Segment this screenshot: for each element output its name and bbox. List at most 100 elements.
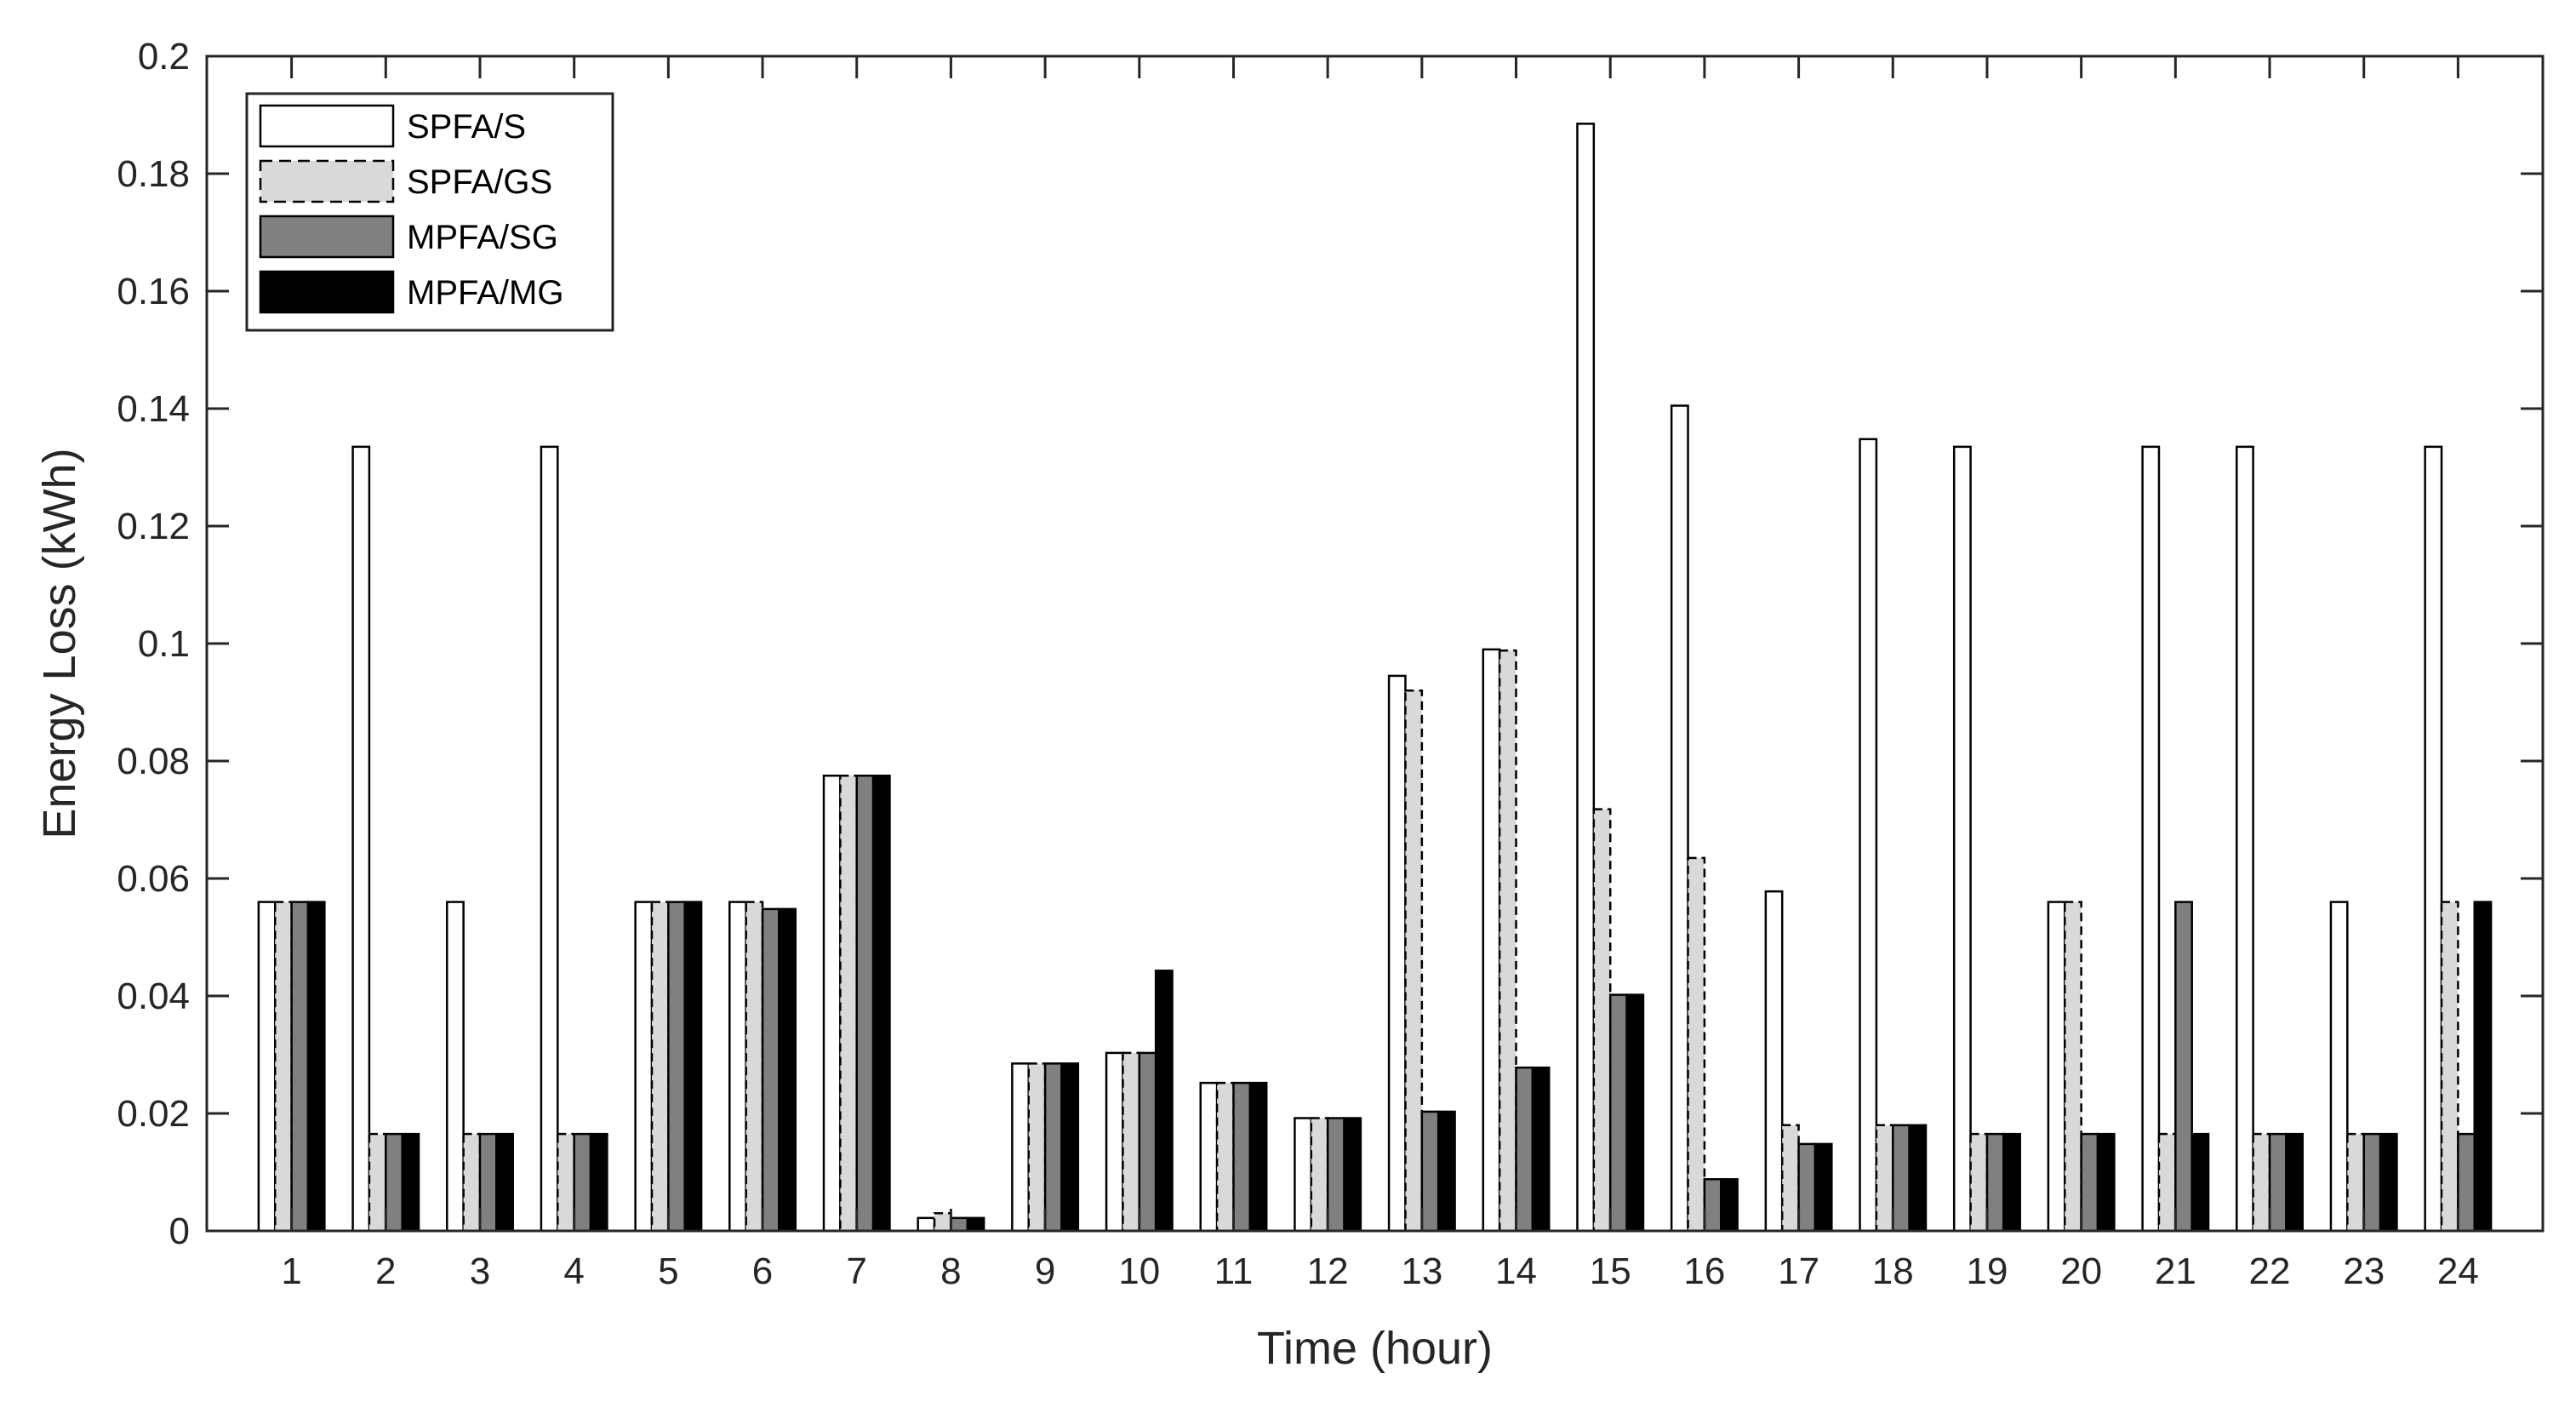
bar-spfa-gs-hour-5 (650, 901, 670, 1233)
bar-mpfa-sg-hour-10 (1138, 1051, 1157, 1233)
legend-swatch-spfa-s (259, 104, 395, 148)
x-tick-label: 4 (563, 1250, 584, 1292)
plot-area-frame (205, 54, 2545, 1233)
bar-spfa-gs-hour-21 (2157, 1132, 2177, 1233)
bar-mpfa-sg-hour-8 (950, 1216, 969, 1233)
bar-spfa-gs-hour-6 (745, 901, 764, 1233)
y-axis-label: Energy Loss (kWh) (34, 448, 85, 838)
bar-spfa-gs-hour-4 (557, 1132, 575, 1233)
bar-spfa-s-hour-12 (1294, 1117, 1313, 1233)
bar-mpfa-sg-hour-13 (1420, 1110, 1440, 1233)
legend-swatch-mpfa-sg (259, 215, 395, 259)
bar-mpfa-mg-hour-9 (1060, 1062, 1080, 1233)
bar-mpfa-mg-hour-22 (2285, 1132, 2304, 1233)
bar-spfa-s-hour-6 (728, 901, 747, 1233)
bar-spfa-s-hour-22 (2236, 445, 2254, 1233)
bar-mpfa-mg-hour-2 (401, 1132, 420, 1233)
bar-spfa-s-hour-9 (1011, 1062, 1030, 1233)
bar-spfa-s-hour-13 (1387, 674, 1407, 1233)
bar-mpfa-sg-hour-12 (1326, 1117, 1345, 1233)
y-tick-label: 0.06 (117, 858, 190, 900)
bar-mpfa-sg-hour-4 (573, 1132, 592, 1233)
bar-mpfa-sg-hour-14 (1515, 1066, 1534, 1233)
bar-mpfa-sg-hour-19 (1985, 1132, 2005, 1233)
bar-spfa-gs-hour-22 (2252, 1132, 2271, 1233)
x-tick-label: 20 (2060, 1250, 2102, 1292)
bar-mpfa-mg-hour-16 (1720, 1178, 1739, 1233)
bar-mpfa-mg-hour-4 (589, 1132, 608, 1233)
bar-mpfa-mg-hour-19 (2002, 1132, 2021, 1233)
bar-mpfa-mg-hour-20 (2096, 1132, 2116, 1233)
bar-spfa-gs-hour-14 (1498, 649, 1517, 1233)
legend-swatch-mpfa-mg (259, 270, 395, 314)
bar-mpfa-mg-hour-14 (1531, 1066, 1551, 1233)
bar-mpfa-sg-hour-23 (2362, 1132, 2382, 1233)
bar-mpfa-sg-hour-24 (2457, 1132, 2476, 1233)
bar-mpfa-mg-hour-23 (2379, 1132, 2398, 1233)
bar-mpfa-sg-hour-1 (290, 901, 310, 1233)
x-tick-label: 24 (2437, 1250, 2479, 1292)
bar-mpfa-sg-hour-9 (1043, 1062, 1063, 1233)
bar-mpfa-sg-hour-11 (1232, 1081, 1252, 1233)
bar-spfa-s-hour-17 (1764, 890, 1784, 1233)
bar-mpfa-mg-hour-15 (1625, 993, 1645, 1233)
bar-mpfa-mg-hour-24 (2473, 901, 2493, 1233)
x-tick-label: 14 (1495, 1250, 1537, 1292)
bar-spfa-gs-hour-7 (839, 775, 858, 1233)
y-tick-label: 0.04 (117, 976, 190, 1017)
bar-mpfa-sg-hour-2 (385, 1132, 403, 1233)
bar-spfa-gs-hour-10 (1122, 1051, 1141, 1233)
bar-mpfa-mg-hour-13 (1437, 1110, 1456, 1233)
x-tick-label: 22 (2249, 1250, 2291, 1292)
x-tick-label: 10 (1118, 1250, 1160, 1292)
bar-mpfa-mg-hour-10 (1154, 970, 1174, 1233)
bar-spfa-s-hour-1 (257, 901, 277, 1233)
bar-spfa-s-hour-16 (1670, 404, 1689, 1233)
bar-spfa-s-hour-24 (2424, 445, 2443, 1233)
bar-mpfa-sg-hour-3 (478, 1132, 498, 1233)
bar-spfa-gs-hour-3 (462, 1132, 482, 1233)
bar-spfa-s-hour-15 (1576, 123, 1596, 1233)
bar-spfa-gs-hour-11 (1215, 1081, 1235, 1233)
x-tick-label: 8 (940, 1250, 961, 1292)
bar-mpfa-mg-hour-11 (1248, 1081, 1268, 1233)
bar-spfa-gs-hour-1 (274, 901, 293, 1233)
bar-spfa-s-hour-23 (2329, 901, 2349, 1233)
bar-spfa-gs-hour-2 (368, 1132, 387, 1233)
x-axis-label: Time (hour) (1257, 1323, 1493, 1374)
bar-mpfa-sg-hour-22 (2268, 1132, 2288, 1233)
bar-mpfa-sg-hour-18 (1892, 1124, 1911, 1233)
bar-mpfa-sg-hour-7 (855, 775, 875, 1233)
bar-mpfa-mg-hour-1 (306, 901, 326, 1233)
x-tick-label: 9 (1035, 1250, 1055, 1292)
y-tick-label: 0.08 (117, 741, 190, 782)
bar-mpfa-mg-hour-17 (1813, 1142, 1833, 1233)
x-tick-label: 15 (1590, 1250, 1631, 1292)
legend-label-mpfa-mg: MPFA/MG (407, 274, 563, 312)
x-tick-label: 19 (1966, 1250, 2008, 1292)
bar-spfa-s-hour-7 (822, 775, 842, 1233)
x-tick-label: 6 (752, 1250, 773, 1292)
x-tick-label: 18 (1872, 1250, 1914, 1292)
bar-mpfa-mg-hour-7 (871, 775, 891, 1233)
x-tick-label: 21 (2155, 1250, 2196, 1292)
bar-spfa-gs-hour-18 (1875, 1124, 1894, 1233)
bar-mpfa-sg-hour-6 (761, 907, 780, 1233)
x-tick-label: 13 (1401, 1250, 1442, 1292)
bar-spfa-gs-hour-12 (1310, 1117, 1329, 1233)
x-tick-label: 23 (2343, 1250, 2385, 1292)
bar-spfa-gs-hour-24 (2440, 901, 2459, 1233)
x-tick-label: 5 (658, 1250, 678, 1292)
bar-spfa-s-hour-4 (540, 445, 559, 1233)
bar-mpfa-mg-hour-6 (778, 907, 797, 1233)
x-tick-label: 1 (281, 1250, 301, 1292)
bar-spfa-gs-hour-23 (2346, 1132, 2365, 1233)
x-tick-label: 7 (846, 1250, 866, 1292)
bar-mpfa-sg-hour-5 (667, 901, 686, 1233)
bar-mpfa-mg-hour-21 (2190, 1132, 2210, 1233)
x-tick-labels: 1 2 3 4 5 6 7 8 9 10 11 12 13 14 15 16 17 18 19 20 21 22 23 24 (281, 1250, 2478, 1292)
bar-mpfa-mg-hour-18 (1908, 1124, 1928, 1233)
legend-label-mpfa-sg: MPFA/SG (407, 219, 558, 256)
x-tick-label: 17 (1778, 1250, 1819, 1292)
